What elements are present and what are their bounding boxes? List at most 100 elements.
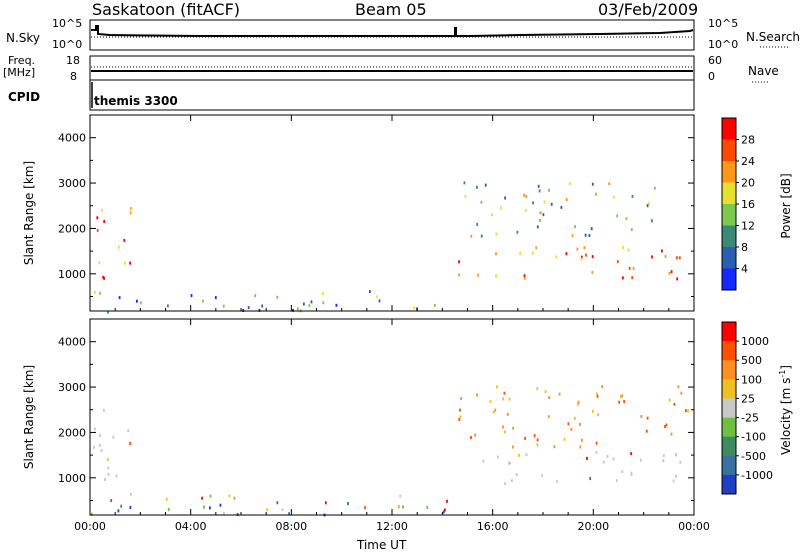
data-cell (590, 227, 593, 231)
colorbar-tick-label: 4 (741, 263, 748, 276)
data-cell (129, 505, 132, 509)
data-cell (512, 445, 514, 449)
colorbar-tick-label: 28 (741, 134, 755, 147)
data-cell (228, 494, 231, 498)
data-cell (515, 473, 518, 477)
data-cell (470, 234, 473, 238)
data-cell (209, 506, 211, 510)
data-cell (676, 277, 679, 281)
colorbar-segment (722, 417, 736, 437)
data-cell (625, 217, 628, 221)
data-cell (503, 391, 506, 395)
data-cell (567, 422, 570, 426)
data-cell (504, 482, 506, 486)
data-cell (223, 511, 225, 515)
data-cell (565, 198, 568, 201)
y-tick-label: 4000 (58, 132, 86, 145)
data-cell (595, 192, 597, 196)
data-cell (140, 301, 142, 305)
colorbar-segment (722, 379, 736, 399)
colorbar-segment (722, 322, 736, 342)
data-cell (574, 225, 576, 229)
data-cell (413, 306, 416, 310)
data-cell (258, 308, 261, 312)
data-cell (616, 214, 619, 218)
data-cell (525, 195, 528, 198)
data-cell (536, 438, 539, 442)
data-cell (622, 246, 624, 249)
data-cell (673, 402, 676, 406)
data-cell (576, 247, 579, 251)
data-cell (670, 432, 673, 436)
freq-tick-top: 18 (66, 54, 80, 67)
data-cell (347, 502, 349, 506)
data-cell (504, 196, 506, 200)
station-title: Saskatoon (fitACF) (92, 0, 241, 19)
freq-label: Freq. (8, 54, 36, 67)
colorbar-label: Velocity [m s-1] (778, 365, 793, 455)
colorbar-label: Power [dB] (779, 173, 793, 238)
data-cell (502, 425, 504, 429)
data-cell (601, 385, 604, 389)
data-cell (292, 308, 294, 312)
data-cell (586, 456, 588, 460)
data-cell (506, 412, 509, 416)
data-cell (646, 204, 649, 208)
data-cell (570, 427, 573, 431)
data-cell (550, 202, 553, 206)
data-cell (496, 455, 499, 459)
x-tick-label: 08:00 (275, 520, 307, 533)
data-cell (442, 510, 445, 514)
data-cell (631, 276, 634, 280)
data-cell (579, 445, 582, 449)
data-cell (616, 260, 619, 264)
data-cell (630, 471, 633, 475)
data-cell (508, 397, 511, 401)
data-cell (524, 436, 526, 440)
data-cell (500, 206, 502, 210)
data-cell (537, 184, 540, 188)
data-cell (476, 393, 478, 397)
freq-unit-label: [MHz] (3, 66, 36, 79)
data-cell (621, 470, 624, 473)
colorbar-segment (722, 118, 736, 140)
data-cell (129, 261, 131, 265)
colorbar-segment (722, 268, 736, 291)
data-cell (165, 497, 168, 501)
data-cell (369, 290, 371, 294)
data-cell (426, 505, 429, 509)
data-cell (532, 201, 534, 205)
data-cell (618, 400, 621, 404)
noise-sky-label: N.Sky (6, 31, 41, 45)
data-cell (127, 429, 130, 432)
data-cell (524, 208, 527, 212)
colorbar-tick-label: 24 (741, 155, 755, 168)
power-panel-frame (89, 114, 695, 312)
data-cell (687, 409, 689, 413)
data-cell (102, 275, 105, 279)
data-cell (458, 273, 460, 277)
x-tick-label: 04:00 (175, 520, 207, 533)
colorbar-frame (721, 321, 737, 495)
data-cell (167, 508, 170, 511)
data-cell (588, 234, 591, 237)
data-cell (103, 220, 106, 223)
data-cell (494, 408, 497, 412)
data-cell (523, 274, 526, 278)
data-cell (627, 248, 630, 252)
data-cell (595, 451, 598, 455)
data-cell (668, 271, 671, 275)
data-cell (531, 251, 534, 255)
data-cell (106, 458, 109, 462)
data-cell (120, 504, 123, 508)
data-cell (580, 257, 583, 261)
data-cell (308, 304, 311, 308)
data-cell (444, 508, 446, 512)
data-cell (646, 416, 649, 420)
data-cell (96, 228, 99, 232)
colorbar-tick-label: 1000 (741, 335, 769, 348)
y-tick-label: 2000 (58, 426, 86, 439)
data-cell (591, 182, 594, 186)
colorbar-tick-label: 25 (741, 392, 755, 405)
